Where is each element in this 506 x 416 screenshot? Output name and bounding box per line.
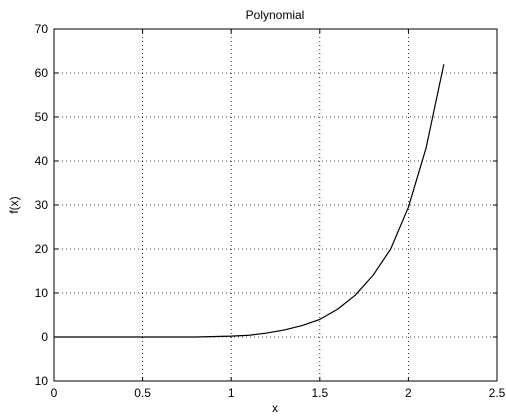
series-line — [54, 64, 445, 338]
y-tick-label: 40 — [35, 154, 49, 168]
y-tick-label: 30 — [35, 198, 49, 212]
x-axis-label: x — [272, 401, 278, 415]
x-tick-label: 1 — [228, 386, 235, 400]
y-axis-label: f(x) — [7, 196, 21, 213]
y-tick-label: 10 — [35, 286, 49, 300]
chart-title: Polynomial — [246, 8, 305, 22]
grid-lines — [54, 29, 497, 381]
y-tick-label: 0 — [41, 330, 48, 344]
x-tick-label: 2.5 — [489, 386, 506, 400]
x-tick-label: 2 — [405, 386, 412, 400]
y-tick-label: 50 — [35, 110, 49, 124]
x-tick-label: 0 — [51, 386, 58, 400]
y-tick-label: 10 — [35, 374, 49, 388]
y-tick-label: 20 — [35, 242, 49, 256]
y-tick-label: 60 — [35, 66, 49, 80]
x-tick-label: 0.5 — [134, 386, 151, 400]
y-tick-label: 70 — [35, 22, 49, 36]
series-layer — [54, 64, 445, 338]
x-tick-label: 1.5 — [311, 386, 328, 400]
